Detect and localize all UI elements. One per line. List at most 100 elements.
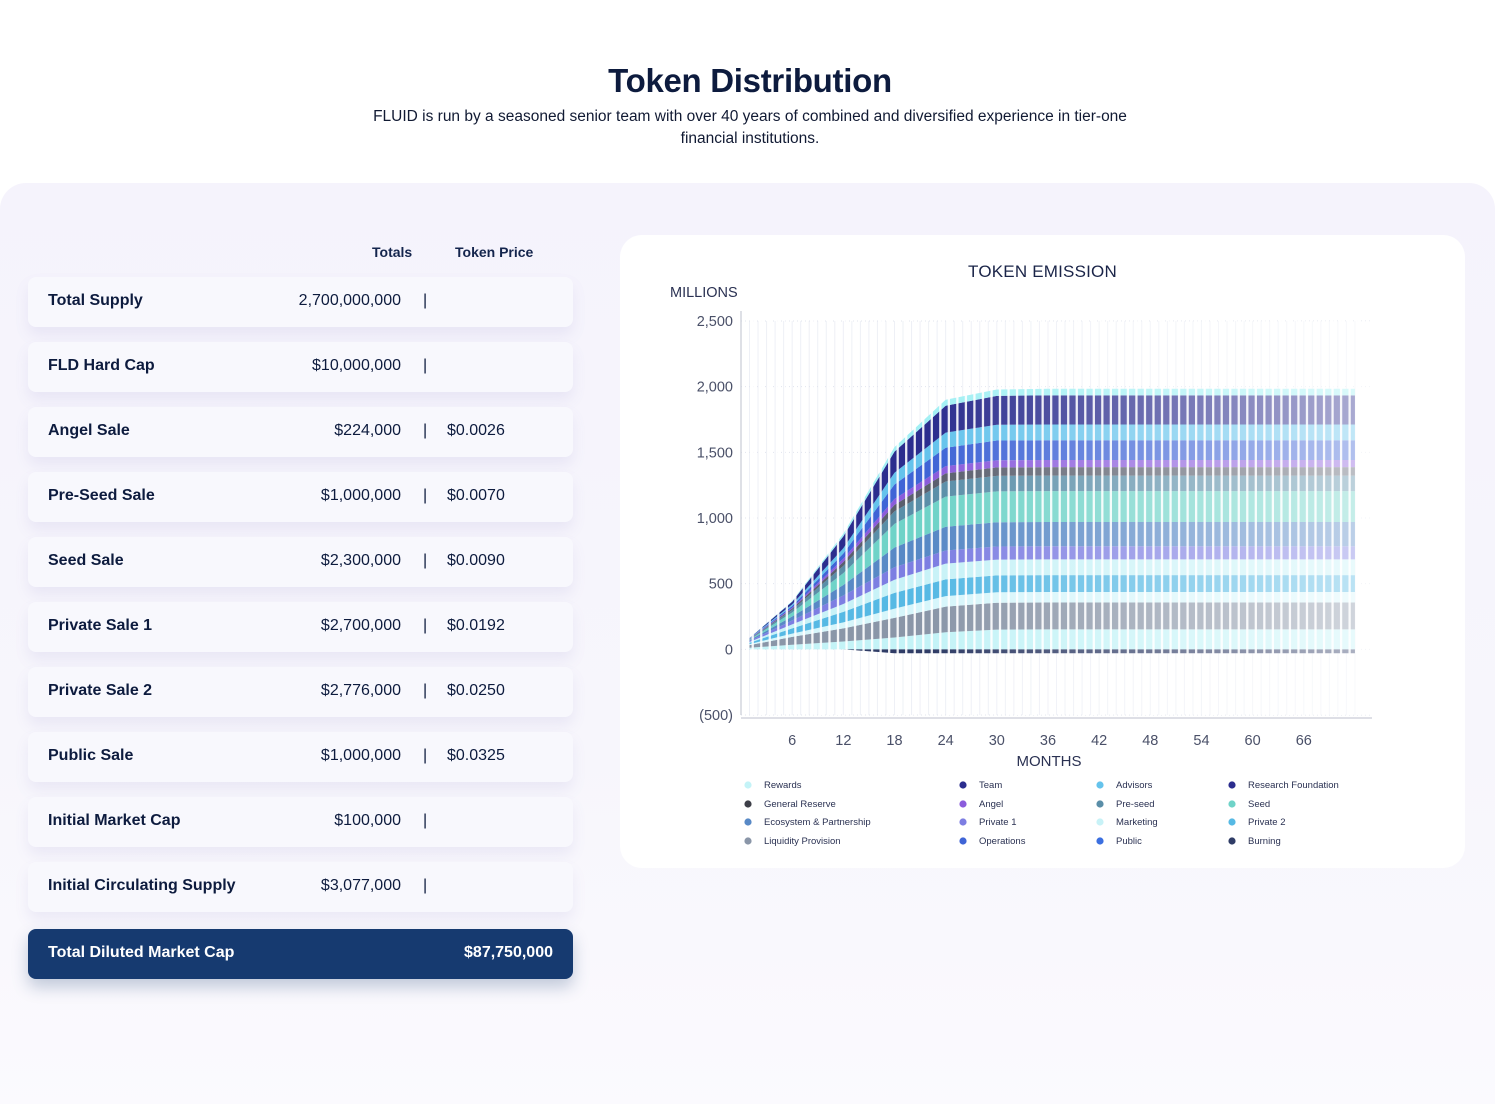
column-header-token-price: Token Price	[455, 244, 534, 260]
row-label: Private Sale 2	[48, 682, 153, 699]
legend-marker	[1096, 781, 1104, 789]
row-label: Total Supply	[48, 292, 143, 309]
row-separator: |	[423, 747, 428, 764]
legend-marker	[1228, 800, 1236, 808]
row-total: $1,000,000	[320, 747, 401, 764]
row-separator: |	[423, 292, 428, 309]
table-row: Pre-Seed Sale $1,000,000 | $0.0070	[28, 472, 573, 522]
row-token-price: $0.0325	[447, 747, 505, 764]
row-total: $2,300,000	[320, 552, 401, 569]
legend-label: Private 1	[979, 817, 1017, 828]
legend-marker	[744, 818, 752, 826]
legend-marker	[744, 781, 752, 789]
row-separator: |	[423, 552, 428, 569]
table-row: FLD Hard Cap $10,000,000 |	[28, 342, 573, 392]
row-total: $100,000	[334, 812, 401, 829]
y-tick-label: 0	[725, 642, 733, 658]
legend-marker	[1228, 781, 1236, 789]
legend-label: Team	[979, 780, 1002, 791]
legend-marker	[959, 837, 967, 845]
legend-label: Advisors	[1116, 780, 1153, 791]
row-separator: |	[423, 812, 428, 829]
x-tick-label: 24	[938, 733, 954, 749]
fade-overlay	[741, 321, 1372, 715]
page-subtitle: FLUID is run by a seasoned senior team w…	[373, 108, 1127, 147]
legend-label: Angel	[979, 799, 1003, 810]
y-tick-label: 1,500	[697, 445, 733, 461]
legend-label: Pre-seed	[1116, 799, 1155, 810]
legend-label: General Reserve	[764, 799, 836, 810]
row-separator: |	[423, 422, 428, 439]
x-tick-label: 30	[989, 733, 1005, 749]
token-emission-chart-card: TOKEN EMISSION 2,500 2,000 1,500 1,000 500 0 (…	[620, 235, 1465, 868]
table-row: Angel Sale $224,000 | $0.0026	[28, 407, 573, 457]
total-row-label: Total Diluted Market Cap	[48, 944, 235, 961]
legend-marker	[744, 837, 752, 845]
page-header: Token Distribution FLUID is run by a sea…	[0, 62, 1500, 150]
row-total: $1,000,000	[320, 487, 401, 504]
row-separator: |	[423, 682, 428, 699]
row-token-price: $0.0192	[447, 617, 505, 634]
x-tick-label: 66	[1296, 733, 1312, 749]
legend-marker	[959, 781, 967, 789]
legend-label: Burning	[1248, 836, 1281, 847]
row-total: $2,776,000	[320, 682, 401, 699]
row-label: FLD Hard Cap	[48, 357, 155, 374]
legend-marker	[1096, 800, 1104, 808]
row-separator: |	[423, 877, 428, 894]
table-row: Initial Market Cap $100,000 |	[28, 797, 573, 847]
table-row: Seed Sale $2,300,000 | $0.0090	[28, 537, 573, 587]
legend-marker	[1228, 818, 1236, 826]
legend-label: Seed	[1248, 799, 1270, 810]
x-tick-label: 48	[1142, 733, 1158, 749]
row-separator: |	[423, 357, 428, 374]
row-label: Public Sale	[48, 747, 134, 764]
y-tick-label: 500	[709, 577, 733, 593]
x-tick-label: 6	[788, 733, 796, 749]
row-token-price: $0.0070	[447, 487, 505, 504]
legend-label: Liquidity Provision	[764, 836, 841, 847]
row-token-price: $0.0250	[447, 682, 505, 699]
x-tick-label: 12	[835, 733, 851, 749]
legend-label: Operations	[979, 836, 1026, 847]
legend-label: Marketing	[1116, 817, 1158, 828]
row-total: $224,000	[334, 422, 401, 439]
table-row: Public Sale $1,000,000 | $0.0325	[28, 732, 573, 782]
legend-marker	[1096, 837, 1104, 845]
table-row: Private Sale 1 $2,700,000 | $0.0192	[28, 602, 573, 652]
legend-label: Rewards	[764, 780, 802, 791]
legend-label: Research Foundation	[1248, 780, 1339, 791]
x-tick-label: 42	[1091, 733, 1107, 749]
y-tick-label: 2,500	[697, 314, 733, 330]
table-row: Initial Circulating Supply $3,077,000 |	[28, 862, 573, 912]
row-label: Seed Sale	[48, 552, 124, 569]
x-tick-label: 60	[1245, 733, 1261, 749]
total-row-value: $87,750,000	[464, 944, 553, 961]
table-row: Total Supply 2,700,000,000 |	[28, 277, 573, 327]
row-separator: |	[423, 617, 428, 634]
row-label: Angel Sale	[48, 422, 130, 439]
page-title: Token Distribution	[608, 62, 892, 99]
legend-marker	[959, 818, 967, 826]
row-total: 2,700,000,000	[298, 292, 401, 309]
legend-marker	[959, 800, 967, 808]
row-total: $10,000,000	[312, 357, 401, 374]
y-axis-label: MILLIONS	[670, 285, 738, 301]
row-label: Initial Market Cap	[48, 812, 181, 829]
row-token-price: $0.0026	[447, 422, 505, 439]
y-tick-label: 2,000	[697, 380, 733, 396]
row-label: Pre-Seed Sale	[48, 487, 155, 504]
y-tick-label: (500)	[699, 708, 733, 724]
x-tick-label: 54	[1193, 733, 1209, 749]
x-tick-label: 18	[886, 733, 902, 749]
legend-label: Public	[1116, 836, 1142, 847]
row-label: Initial Circulating Supply	[48, 877, 236, 894]
legend-marker	[744, 800, 752, 808]
legend-marker	[1228, 837, 1236, 845]
row-label: Private Sale 1	[48, 617, 153, 634]
row-token-price: $0.0090	[447, 552, 505, 569]
chart-title: TOKEN EMISSION	[968, 262, 1117, 281]
row-total: $3,077,000	[320, 877, 401, 894]
y-tick-label: 1,000	[697, 511, 733, 527]
x-axis-label: MONTHS	[1017, 753, 1082, 770]
